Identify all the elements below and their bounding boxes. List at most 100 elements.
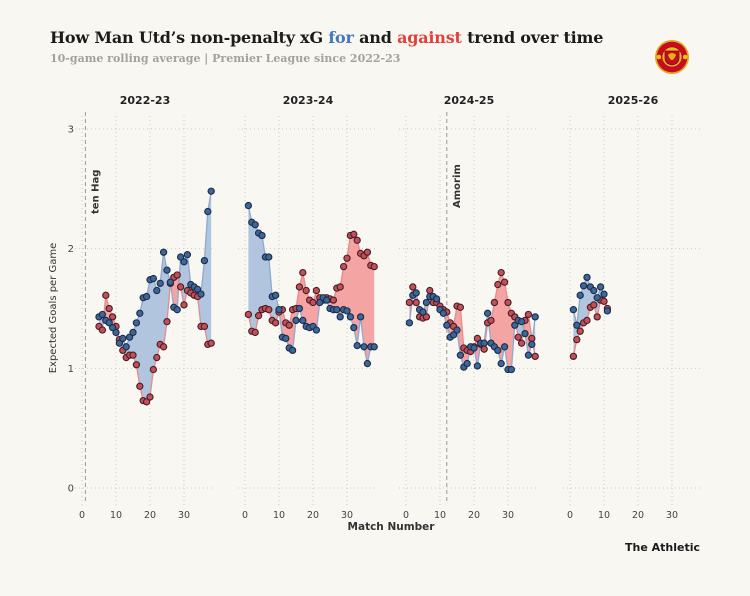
y-axis-title: Expected Goals per Game — [48, 243, 59, 374]
xg-for-point — [603, 307, 612, 315]
xg-for-point — [132, 319, 141, 327]
xg-for-point — [422, 298, 431, 307]
season-label: 2025-26 — [608, 94, 659, 107]
xg-against-point — [487, 316, 495, 325]
x-tick-label: 10 — [434, 510, 446, 521]
xg-for-point — [180, 258, 188, 266]
xg-against-point — [517, 339, 526, 347]
xg-against-point — [207, 339, 215, 347]
xg-against-point — [370, 262, 378, 271]
xg-against-point — [102, 291, 110, 299]
title-against-highlight: against — [397, 28, 462, 47]
xg-against-point — [285, 321, 293, 329]
xg-for-point — [573, 321, 581, 329]
xg-for-point — [282, 334, 290, 343]
xg-against-point — [576, 327, 584, 335]
chart-header: How Man Utd’s non-penalty xG for and aga… — [50, 28, 650, 65]
y-axis: 0 1 2 3 Expected Goals per Game — [48, 124, 74, 494]
xg-against-point — [163, 318, 171, 326]
x-tick-label: 30 — [178, 510, 190, 521]
xg-for-point — [353, 341, 361, 350]
xg-for-point — [439, 309, 448, 317]
xg-for-point — [449, 331, 458, 339]
xg-for-point — [200, 256, 209, 265]
season-label: 2024-25 — [444, 94, 495, 107]
xg-for-point — [112, 328, 120, 337]
xg-against-point — [105, 304, 113, 313]
y-tick-label: 3 — [68, 124, 74, 135]
x-tick-label: 0 — [403, 510, 409, 521]
athletic-credit: The Athletic — [624, 541, 700, 554]
xg-against-point — [405, 298, 414, 307]
manager-label: ten Hag — [90, 170, 101, 214]
xg-against-point — [251, 328, 259, 337]
xg-for-point — [322, 296, 331, 304]
xg-for-point — [136, 309, 144, 317]
x-tick-label: 0 — [79, 510, 85, 521]
x-tick-label: 20 — [307, 510, 319, 521]
xg-for-point — [483, 309, 492, 317]
xg-against-point — [456, 303, 465, 311]
xg-against-point — [583, 316, 591, 325]
xg-for-point — [183, 250, 192, 259]
xg-for-point — [360, 343, 368, 351]
xg-for-point — [346, 313, 355, 321]
xg-for-point — [258, 231, 266, 240]
xg-against-point — [573, 335, 581, 344]
xg-for-point — [576, 291, 584, 299]
xg-against-point — [494, 280, 502, 289]
panel-2024-25: 0 10 20 30 2024-25 Amorim — [399, 94, 539, 521]
xg-for-point — [299, 316, 307, 325]
xg-for-point — [521, 329, 529, 338]
x-axis-title: Match Number — [348, 521, 436, 533]
xg-against-point — [142, 398, 151, 406]
xg-for-point — [244, 201, 253, 210]
xg-against-point — [600, 297, 608, 305]
xg-against-point — [129, 351, 137, 359]
xg-for-point — [593, 294, 601, 302]
xg-against-point — [473, 334, 482, 343]
title-text-2: and — [353, 28, 398, 47]
page-title: How Man Utd’s non-penalty xG for and aga… — [50, 28, 650, 47]
xg-for-point — [579, 282, 588, 290]
xg-against-point — [265, 306, 273, 314]
xg-against-point — [409, 283, 417, 291]
xg-for-point — [363, 359, 372, 368]
xg-against-area — [438, 304, 470, 368]
x-tick-label: 20 — [468, 510, 480, 521]
xg-for-point — [528, 340, 536, 349]
panel-2025-26: 0 10 20 30 2025-26 — [563, 94, 703, 521]
xg-against-point — [514, 333, 522, 341]
xg-against-point — [329, 296, 338, 304]
xg-against-point — [497, 268, 505, 277]
xg-against-point — [422, 313, 431, 321]
title-text-3: trend over time — [461, 28, 604, 47]
xg-for-point — [333, 306, 341, 314]
xg-for-point — [115, 339, 124, 347]
xg-for-point — [370, 343, 378, 351]
xg-against-area — [324, 234, 375, 364]
xg-for-point — [497, 359, 505, 368]
xg-for-point — [494, 346, 502, 355]
xg-for-point — [193, 285, 202, 293]
xg-against-point — [132, 361, 141, 369]
xg-against-point — [426, 286, 434, 295]
xg-against-point — [593, 313, 601, 321]
xg-against-point — [480, 345, 488, 353]
xg-for-point — [463, 359, 471, 368]
xg-for-area — [179, 191, 212, 345]
xg-for-point — [524, 351, 533, 359]
xg-against-point — [302, 286, 310, 295]
xg-against-point — [108, 313, 117, 321]
x-tick-label: 0 — [242, 510, 248, 521]
xg-for-point — [149, 274, 158, 283]
xg-against-point — [412, 298, 420, 307]
xg-for-point — [600, 290, 608, 298]
xg-against-point — [159, 343, 168, 351]
xg-for-point — [500, 343, 509, 351]
xg-for-point — [453, 326, 461, 334]
xg-for-point — [159, 248, 168, 256]
xg-for-point — [119, 334, 127, 343]
